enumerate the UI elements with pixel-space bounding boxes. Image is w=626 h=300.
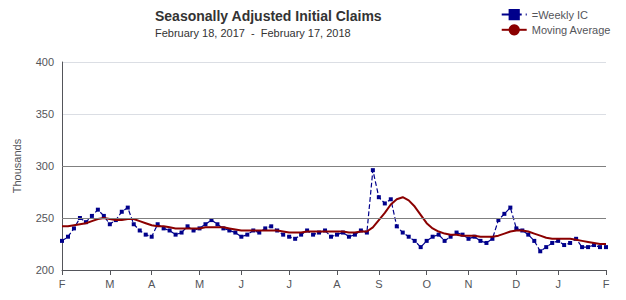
svg-text:J: J [286,278,292,290]
svg-text:F: F [603,278,610,290]
svg-text:F: F [59,278,66,290]
svg-text:J: J [239,278,245,290]
svg-text:A: A [148,278,156,290]
svg-text:M: M [105,278,114,290]
svg-text:=Weekly IC: =Weekly IC [532,9,588,21]
svg-text:February 18, 2017 - February: February 18, 2017 - February 17, 2018 [155,27,351,39]
svg-text:400: 400 [36,56,54,68]
svg-text:Thousands: Thousands [11,138,23,193]
svg-text:A: A [333,278,341,290]
svg-text:O: O [422,278,431,290]
svg-text:J: J [555,278,561,290]
svg-text:M: M [195,278,204,290]
svg-text:S: S [375,278,382,290]
svg-text:N: N [465,278,473,290]
svg-text:D: D [512,278,520,290]
svg-text:350: 350 [36,108,54,120]
svg-text:250: 250 [36,212,54,224]
svg-text:Moving Average: Moving Average [532,24,611,36]
svg-text:200: 200 [36,264,54,276]
svg-text:Seasonally Adjusted Initial Cl: Seasonally Adjusted Initial Claims [155,8,382,24]
svg-text:300: 300 [36,160,54,172]
